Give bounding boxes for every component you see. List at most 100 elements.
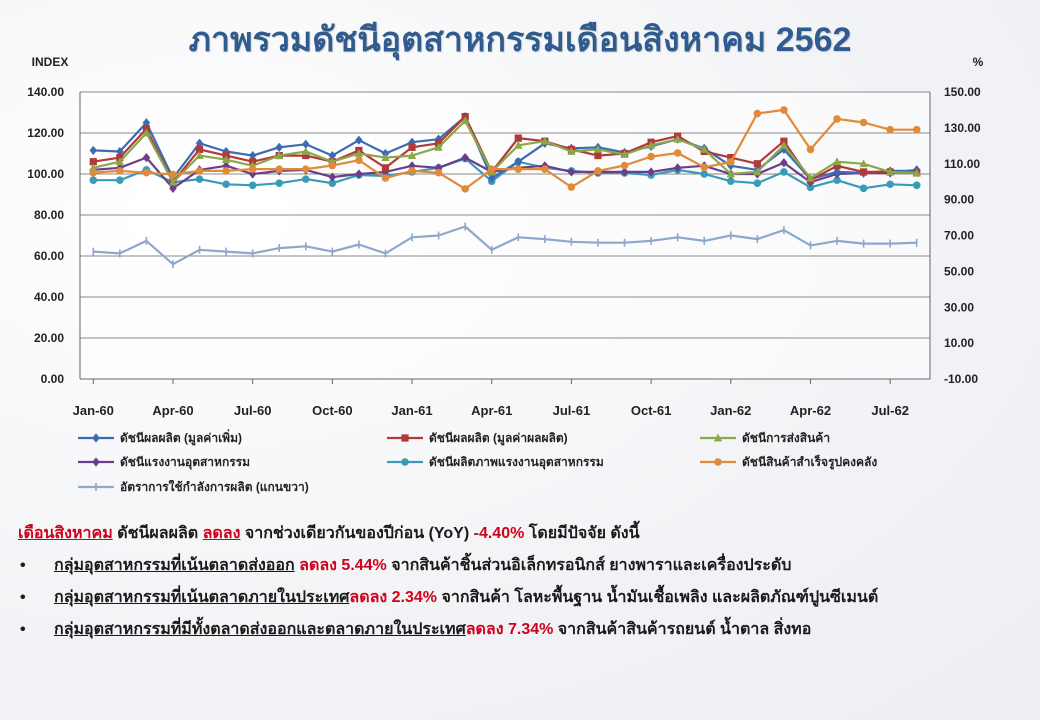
left-tick-label: 140.00 bbox=[27, 85, 64, 99]
summary-text-2: จากช่วงเดียวกันของปีก่อน (YoY) bbox=[240, 525, 474, 542]
bullet-icon: • bbox=[20, 557, 26, 574]
data-point bbox=[302, 151, 310, 160]
data-point bbox=[859, 118, 868, 127]
data-point bbox=[514, 134, 522, 142]
bullet-domestic: • กลุ่มอุตสาหกรรมที่เน้นตลาดภายในประเทศลด… bbox=[18, 582, 1028, 614]
plot-area bbox=[80, 92, 930, 379]
yoy-value: -4.40% bbox=[473, 525, 525, 542]
data-point bbox=[886, 125, 894, 134]
data-point bbox=[381, 174, 390, 182]
data-point bbox=[567, 183, 576, 191]
data-point bbox=[408, 167, 416, 175]
data-point bbox=[885, 167, 895, 176]
data-point bbox=[912, 125, 921, 134]
right-axis-title: % bbox=[973, 55, 984, 69]
legend-label: ดัชนีผลผลิต (มูลค่าผลผลิต) bbox=[429, 431, 568, 446]
data-point bbox=[89, 158, 97, 166]
data-point bbox=[142, 153, 151, 163]
month-label: เดือนสิงหาคม bbox=[18, 525, 113, 542]
data-point bbox=[647, 152, 655, 161]
decrease-label: ลดลง bbox=[202, 525, 241, 542]
x-tick-label: Jul-62 bbox=[871, 403, 909, 418]
bullet-icon: • bbox=[20, 621, 26, 638]
bullet-mixed: • กลุ่มอุตสาหกรรมที่มีทั้งตลาดส่งออกและตล… bbox=[18, 614, 1028, 646]
data-point bbox=[301, 139, 310, 149]
right-tick-label: 30.00 bbox=[944, 300, 974, 314]
data-point bbox=[301, 175, 310, 183]
data-point bbox=[859, 159, 868, 168]
x-tick-label: Jul-60 bbox=[234, 403, 272, 418]
data-point bbox=[647, 167, 655, 177]
data-point bbox=[673, 163, 682, 173]
series-line bbox=[93, 157, 917, 190]
data-point bbox=[195, 138, 204, 148]
data-point bbox=[726, 169, 735, 178]
x-tick-label: Oct-60 bbox=[312, 403, 352, 418]
data-point bbox=[407, 151, 417, 159]
data-point bbox=[434, 168, 443, 177]
bullet-group: กลุ่มอุตสาหกรรมที่มีทั้งตลาดส่งออกและตลา… bbox=[54, 621, 466, 638]
series-line bbox=[93, 108, 917, 190]
bullet-export: • กลุ่มอุตสาหกรรมที่เน้นตลาดส่งออก ลดลง 5… bbox=[18, 550, 1028, 582]
data-point bbox=[780, 106, 788, 114]
data-point bbox=[142, 168, 151, 177]
data-point bbox=[620, 167, 629, 177]
data-point bbox=[195, 151, 204, 159]
bullet-detail: จากสินค้าชิ้นส่วนอิเล็กทรอนิกส์ ยางพาราแ… bbox=[386, 557, 792, 574]
bullet-group: กลุ่มอุตสาหกรรมที่เน้นตลาดส่งออก bbox=[54, 557, 295, 574]
data-point bbox=[222, 180, 230, 189]
data-point bbox=[487, 173, 496, 183]
legend-label: ดัชนีสินค้าสำเร็จรูปคงคลัง bbox=[742, 454, 877, 470]
slide-title: ภาพรวมดัชนีอุตสาหกรรมเดือนสิงหาคม 2562 bbox=[188, 21, 852, 59]
data-point bbox=[115, 157, 125, 166]
data-point bbox=[275, 151, 284, 159]
data-point bbox=[832, 157, 842, 166]
data-point bbox=[89, 168, 98, 177]
data-point bbox=[673, 149, 682, 157]
data-point bbox=[221, 155, 231, 164]
legend-label: ดัชนีผลผลิต (มูลค่าเพิ่ม) bbox=[120, 429, 242, 446]
data-point bbox=[434, 142, 443, 151]
bullet-change: ลดลง 5.44% bbox=[299, 557, 387, 574]
left-tick-label: 20.00 bbox=[34, 331, 64, 345]
summary-line: เดือนสิงหาคม ดัชนีผลผลิต ลดลง จากช่วงเดี… bbox=[18, 518, 1028, 550]
legend-swatch-marker bbox=[401, 458, 409, 466]
bullet-icon: • bbox=[20, 589, 26, 606]
right-tick-label: 90.00 bbox=[944, 193, 974, 207]
data-point bbox=[354, 149, 364, 157]
data-point bbox=[248, 181, 257, 190]
data-point bbox=[859, 168, 868, 176]
left-tick-label: 60.00 bbox=[34, 249, 64, 263]
data-point bbox=[142, 128, 151, 137]
data-point bbox=[540, 136, 550, 145]
data-point bbox=[116, 176, 124, 184]
data-point bbox=[460, 116, 470, 125]
data-point bbox=[514, 165, 523, 173]
data-point bbox=[780, 144, 788, 154]
data-point bbox=[912, 181, 921, 190]
bullet-group: กลุ่มอุตสาหกรรมที่เน้นตลาดภายในประเทศ bbox=[54, 589, 350, 606]
data-point bbox=[886, 180, 894, 189]
data-point bbox=[142, 118, 151, 128]
right-tick-label: 130.00 bbox=[944, 121, 981, 135]
data-point bbox=[408, 143, 416, 151]
data-point bbox=[673, 134, 682, 143]
right-tick-label: -10.00 bbox=[944, 372, 978, 386]
data-point bbox=[328, 172, 337, 182]
commentary: เดือนสิงหาคม ดัชนีผลผลิต ลดลง จากช่วงเดี… bbox=[18, 518, 1028, 646]
bullet-change: ลดลง 2.34% bbox=[349, 589, 438, 606]
series-line bbox=[93, 119, 917, 184]
legend-label: ดัชนีแรงงานอุตสาหกรรม bbox=[120, 455, 250, 470]
data-point bbox=[381, 164, 390, 172]
summary-text-3: โดยมีปัจจัย ดังนี้ bbox=[524, 525, 640, 542]
data-point bbox=[381, 153, 390, 161]
data-point bbox=[328, 161, 337, 170]
data-point bbox=[169, 170, 177, 179]
data-point bbox=[833, 115, 841, 123]
data-point bbox=[195, 167, 204, 175]
data-point bbox=[620, 150, 629, 158]
data-point bbox=[275, 165, 284, 173]
data-point bbox=[328, 179, 337, 188]
data-point bbox=[461, 185, 469, 193]
data-point bbox=[168, 177, 178, 186]
